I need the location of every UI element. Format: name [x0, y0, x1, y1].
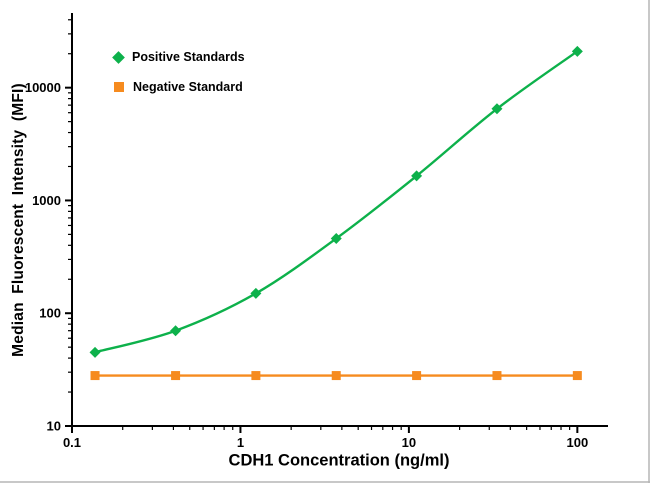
svg-text:1: 1 — [237, 435, 244, 450]
diamond-marker-icon — [112, 50, 125, 64]
x-axis-title: CDH1 Concentration (ng/ml) — [228, 451, 450, 470]
legend: Positive Standards Negative Standard — [112, 46, 245, 106]
y-axis-title: Median Fluorescent Intensity (MFI) — [10, 83, 27, 357]
legend-label-positive: Positive Standards — [132, 50, 245, 64]
svg-text:10: 10 — [402, 435, 416, 450]
svg-text:10: 10 — [47, 419, 61, 434]
svg-text:10000: 10000 — [25, 80, 61, 95]
square-marker-icon — [114, 82, 124, 92]
legend-item-positive-standards: Positive Standards — [112, 46, 245, 68]
legend-label-negative: Negative Standard — [133, 80, 243, 94]
svg-text:0.1: 0.1 — [63, 435, 81, 450]
legend-item-negative-standard: Negative Standard — [114, 76, 245, 98]
svg-text:100: 100 — [566, 435, 588, 450]
svg-text:1000: 1000 — [32, 193, 61, 208]
svg-text:100: 100 — [39, 306, 61, 321]
